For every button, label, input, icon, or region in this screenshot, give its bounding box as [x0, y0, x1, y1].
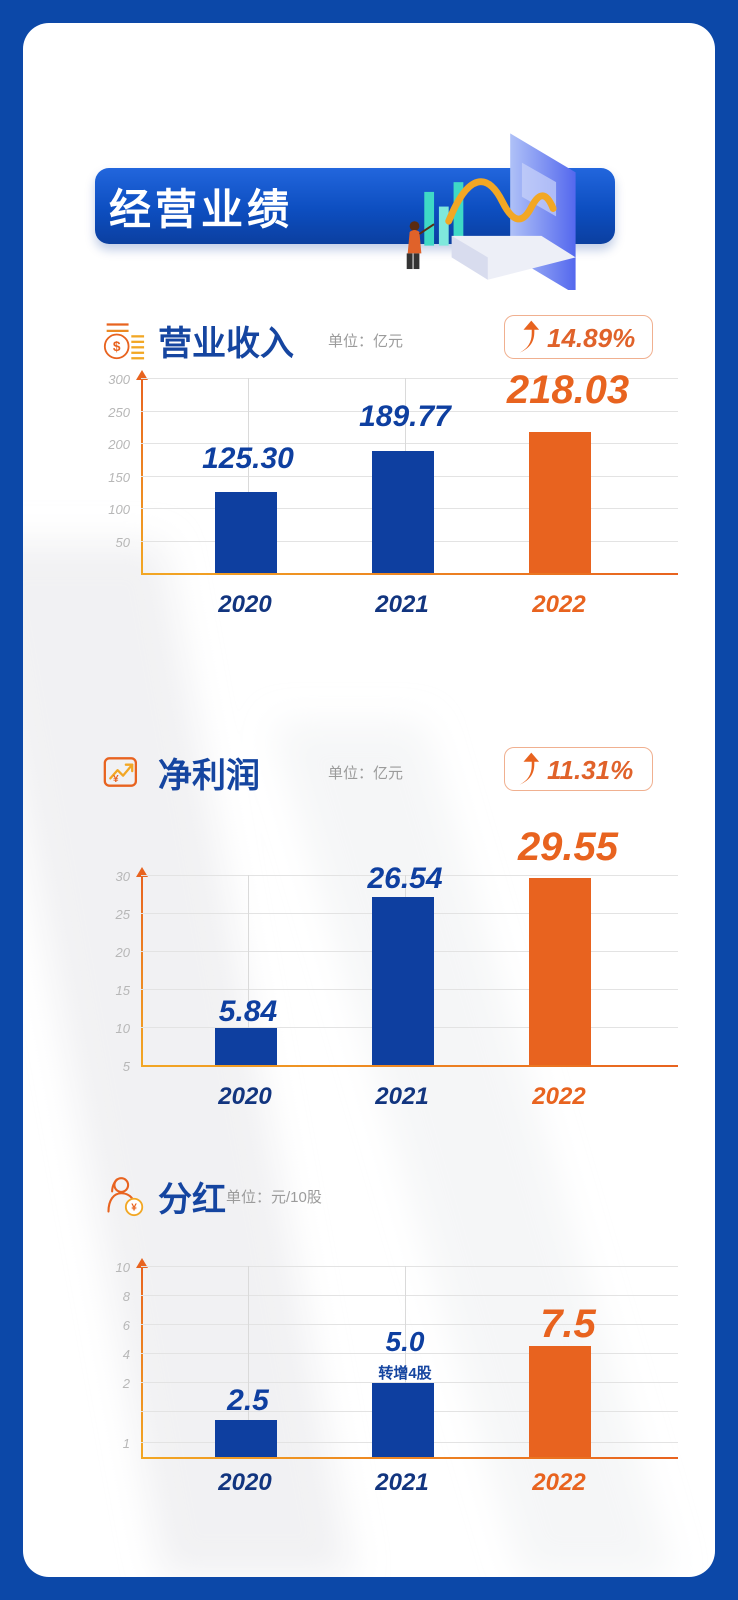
svg-text:¥: ¥: [113, 774, 119, 785]
svg-text:$: $: [113, 339, 121, 354]
svg-text:¥: ¥: [131, 1203, 137, 1214]
